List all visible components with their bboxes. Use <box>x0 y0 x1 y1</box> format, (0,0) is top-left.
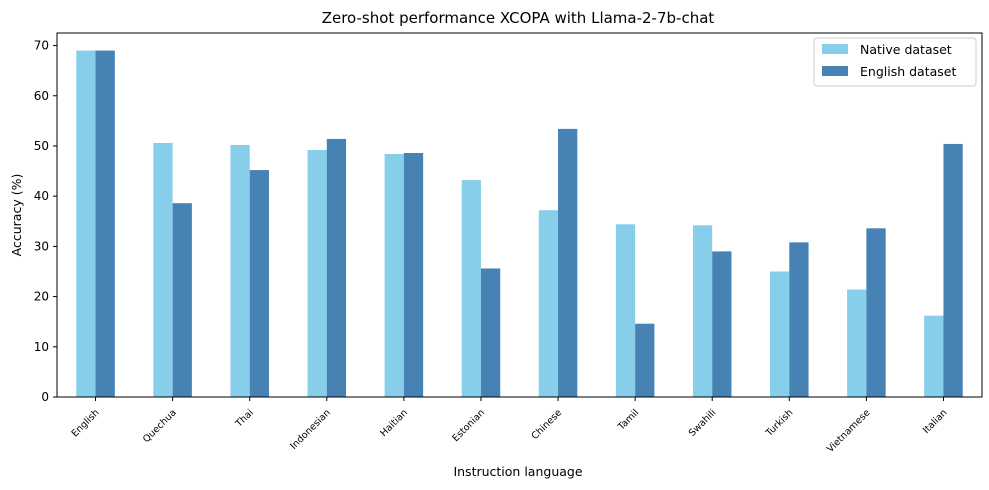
y-tick-label: 40 <box>34 189 49 203</box>
legend: Native dataset English dataset <box>813 37 977 87</box>
x-tick-label: Indonesian <box>288 407 333 452</box>
bar-native-italian <box>924 315 944 397</box>
y-tick-label: 20 <box>34 290 49 304</box>
bar-english-italian <box>943 143 963 397</box>
bar-native-estonian <box>461 180 481 397</box>
x-tick-label: Haitian <box>378 407 410 439</box>
bar-native-haitian <box>384 153 404 397</box>
y-tick-label: 0 <box>41 390 49 404</box>
bar-english-haitian <box>403 152 424 397</box>
bar-english-swahili <box>712 251 732 397</box>
bar-native-indonesian <box>307 149 327 397</box>
y-tick-label: 30 <box>34 239 49 253</box>
bar-native-chinese <box>538 210 559 397</box>
x-axis: English Quechua Thai Indonesian Haitian Eston… <box>70 397 950 455</box>
bar-english-indonesian <box>326 138 347 397</box>
bar-english-vietnamese <box>866 228 886 397</box>
bar-native-swahili <box>692 225 713 397</box>
bar-english-chinese <box>558 128 578 397</box>
bar-native-turkish <box>770 271 790 397</box>
legend-swatch-native <box>822 44 848 54</box>
bars-group <box>76 50 963 397</box>
bar-native-tamil <box>615 224 636 397</box>
y-tick-label: 50 <box>34 139 49 153</box>
x-tick-label: Quechua <box>141 407 179 445</box>
bar-english-estonian <box>480 268 501 397</box>
x-axis-label: Instruction language <box>453 464 582 479</box>
x-tick-label: Vietnamese <box>825 407 873 455</box>
bar-native-english <box>76 50 96 397</box>
x-tick-label: English <box>70 407 102 439</box>
chart-title: Zero-shot performance XCOPA with Llama-2… <box>322 9 715 27</box>
x-tick-label: Italian <box>921 407 950 436</box>
bar-native-thai <box>230 144 250 397</box>
y-axis-label: Accuracy (%) <box>9 174 24 257</box>
y-tick-label: 70 <box>34 39 49 53</box>
y-tick-label: 60 <box>34 89 49 103</box>
bar-english-turkish <box>789 242 809 397</box>
legend-label-native: Native dataset <box>860 42 952 57</box>
bar-native-vietnamese <box>847 289 867 397</box>
bar-english-quechua <box>172 203 192 397</box>
x-tick-label: Turkish <box>763 407 795 439</box>
x-tick-label: Estonian <box>450 407 487 444</box>
x-tick-label: Chinese <box>530 407 565 442</box>
legend-box <box>813 37 977 87</box>
x-tick-label: Swahili <box>687 407 719 439</box>
plot-frame <box>56 32 983 398</box>
bar-english-english <box>95 50 115 397</box>
x-tick-label: Thai <box>233 407 256 430</box>
bar-english-thai <box>249 170 269 397</box>
y-axis: 0 10 20 30 40 50 60 70 <box>34 39 57 404</box>
y-tick-label: 10 <box>34 340 49 354</box>
legend-label-english: English dataset <box>860 64 956 79</box>
bar-english-tamil <box>635 323 655 397</box>
legend-swatch-english <box>822 66 848 76</box>
x-tick-label: Tamil <box>615 407 641 433</box>
bar-native-quechua <box>153 142 173 397</box>
